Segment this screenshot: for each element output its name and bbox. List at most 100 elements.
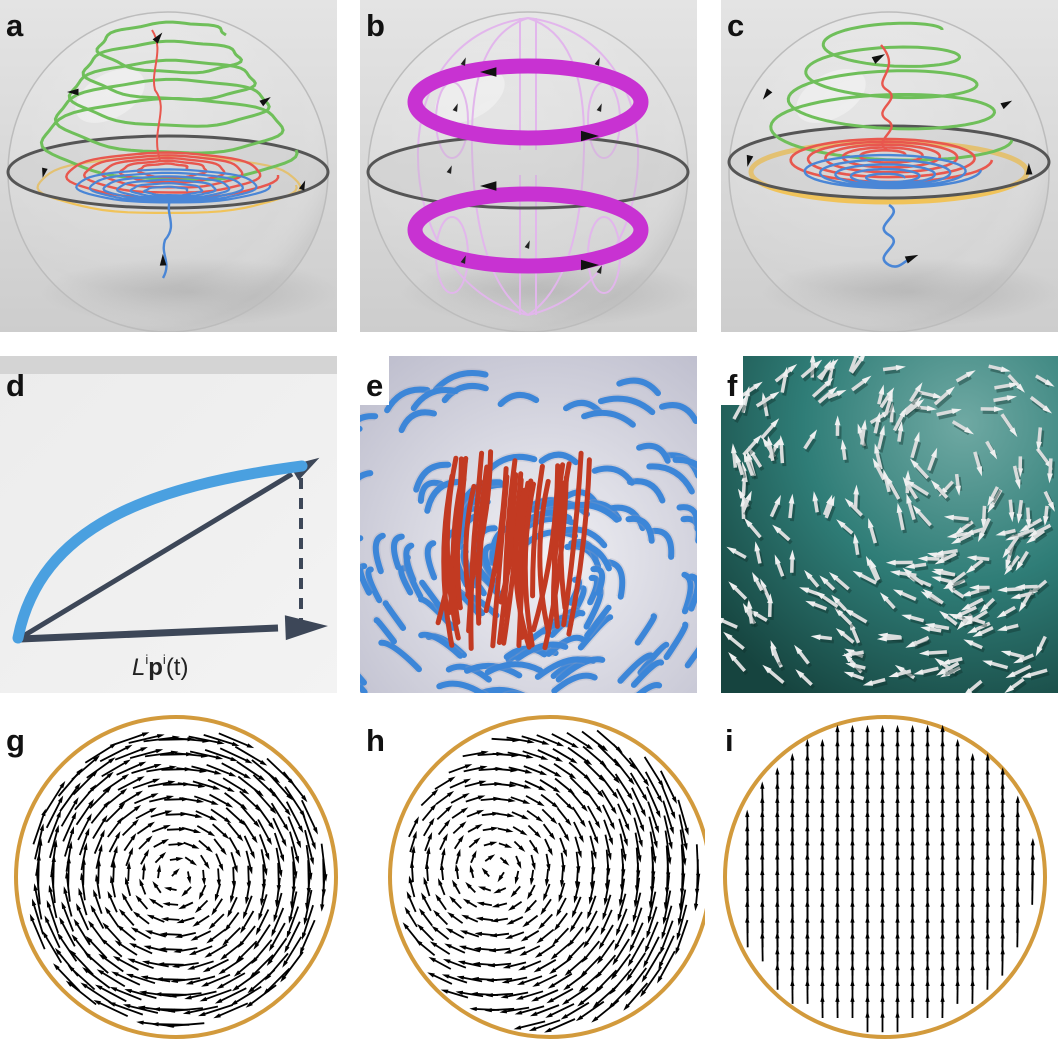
field-arrow-shaft bbox=[436, 913, 449, 926]
field-arrow-head bbox=[162, 902, 171, 907]
field-arrow-head bbox=[895, 823, 900, 832]
field-arrow-shaft bbox=[239, 940, 258, 959]
field-arrow-head bbox=[1000, 931, 1005, 939]
field-arrow-head bbox=[1015, 867, 1020, 876]
field-arrow-head bbox=[835, 809, 840, 818]
field-arrow-head bbox=[850, 795, 855, 803]
arrow-head bbox=[897, 421, 904, 432]
field-arrow-shaft bbox=[600, 939, 615, 960]
arrow-shadow bbox=[921, 393, 938, 401]
arrow-head bbox=[996, 610, 1007, 618]
arrow-shadow bbox=[912, 441, 922, 462]
arrow-shaft bbox=[732, 549, 747, 560]
field-arrow-head bbox=[760, 899, 765, 907]
field-arrow-shaft bbox=[182, 916, 195, 923]
field-arrow-head bbox=[880, 837, 885, 846]
field-arrow-head bbox=[242, 911, 248, 920]
field-arrow-head bbox=[552, 938, 559, 946]
arrow-head bbox=[882, 468, 889, 480]
field-arrow-shaft bbox=[287, 816, 300, 843]
field-arrow-head bbox=[121, 773, 130, 780]
arrow-head bbox=[987, 503, 995, 514]
blue-filament bbox=[587, 574, 600, 606]
arrow-shadow bbox=[1045, 508, 1051, 522]
blue-filament bbox=[688, 573, 697, 612]
field-arrow-head bbox=[163, 886, 172, 892]
red-filament bbox=[537, 478, 551, 636]
field-arrow-head bbox=[775, 899, 780, 907]
blue-filament bbox=[418, 631, 464, 659]
field-arrow-head bbox=[602, 912, 607, 921]
field-arrow-shaft bbox=[542, 913, 553, 926]
field-arrow-shaft bbox=[123, 837, 134, 852]
field-arrow-head bbox=[535, 816, 544, 823]
field-arrow-head bbox=[790, 823, 795, 832]
field-arrow-shaft bbox=[523, 765, 542, 774]
arrow-head bbox=[1008, 512, 1015, 523]
field-arrow-head bbox=[629, 944, 635, 953]
field-arrow-head bbox=[476, 809, 485, 815]
field-arrow-shaft bbox=[166, 828, 181, 831]
field-arrow-shaft bbox=[206, 973, 231, 986]
field-arrow-head bbox=[655, 810, 661, 819]
field-arrow-head bbox=[640, 990, 647, 998]
field-arrow-shaft bbox=[266, 967, 291, 992]
arrow-head bbox=[972, 630, 983, 638]
field-arrow-head bbox=[910, 837, 915, 846]
field-arrow-head bbox=[805, 767, 810, 775]
caption-argument: (t) bbox=[165, 654, 189, 681]
arrow-head bbox=[823, 359, 832, 371]
arrow-shaft bbox=[1008, 651, 1025, 659]
field-arrow-head bbox=[835, 883, 840, 891]
field-arrow-head bbox=[662, 917, 667, 925]
field-arrow-shaft bbox=[571, 806, 584, 823]
direction-arrowhead bbox=[1000, 100, 1013, 110]
arrow-head bbox=[962, 616, 973, 622]
field-arrow-head bbox=[268, 944, 275, 952]
arrow-head bbox=[841, 651, 853, 657]
field-arrow-shaft bbox=[236, 970, 261, 989]
arrow-head bbox=[772, 524, 782, 534]
field-arrow-head bbox=[283, 823, 289, 832]
field-arrow-shaft bbox=[426, 867, 429, 882]
field-arrow-head bbox=[633, 900, 639, 908]
field-arrow-shaft bbox=[225, 807, 242, 822]
field-arrow-head bbox=[463, 778, 472, 784]
field-arrow-head bbox=[59, 916, 65, 925]
field-arrow-head bbox=[190, 935, 199, 941]
arrow-head bbox=[789, 549, 796, 560]
arrow-shaft bbox=[907, 571, 925, 586]
field-arrow-head bbox=[111, 971, 119, 977]
field-arrow-head bbox=[760, 795, 765, 803]
field-arrow-shaft bbox=[303, 904, 314, 935]
panel-label-h: h bbox=[366, 723, 385, 758]
field-arrow-head bbox=[126, 861, 131, 870]
arrow-head bbox=[754, 541, 761, 552]
arrow-shaft bbox=[877, 391, 884, 405]
field-arrow-shaft bbox=[217, 868, 220, 881]
field-arrow-shaft bbox=[273, 832, 284, 857]
field-arrow-shaft bbox=[511, 916, 524, 923]
arrow-shaft bbox=[731, 450, 738, 468]
field-arrow-head bbox=[955, 946, 960, 955]
field-arrow-shaft bbox=[220, 987, 247, 1002]
field-arrow-head bbox=[970, 809, 975, 818]
arrow-shadow bbox=[914, 565, 929, 572]
field-arrow-head bbox=[895, 883, 900, 891]
field-arrow-head bbox=[297, 825, 304, 834]
blue-filament bbox=[497, 392, 540, 408]
field-arrow-head bbox=[1030, 837, 1035, 846]
field-arrow-head bbox=[940, 781, 945, 789]
blue-filament bbox=[360, 673, 367, 686]
arrow-shaft bbox=[892, 413, 905, 432]
field-arrow-head bbox=[790, 883, 795, 891]
arrow-shaft bbox=[721, 618, 738, 629]
field-arrow-head bbox=[910, 852, 915, 860]
field-arrow-head bbox=[955, 823, 960, 832]
field-arrow-shaft bbox=[84, 745, 113, 764]
field-arrow-head bbox=[65, 870, 70, 879]
field-arrow-shaft bbox=[584, 775, 601, 794]
field-arrow-shaft bbox=[138, 839, 149, 850]
field-arrow-head bbox=[454, 863, 460, 872]
arrow-head bbox=[1025, 519, 1032, 530]
